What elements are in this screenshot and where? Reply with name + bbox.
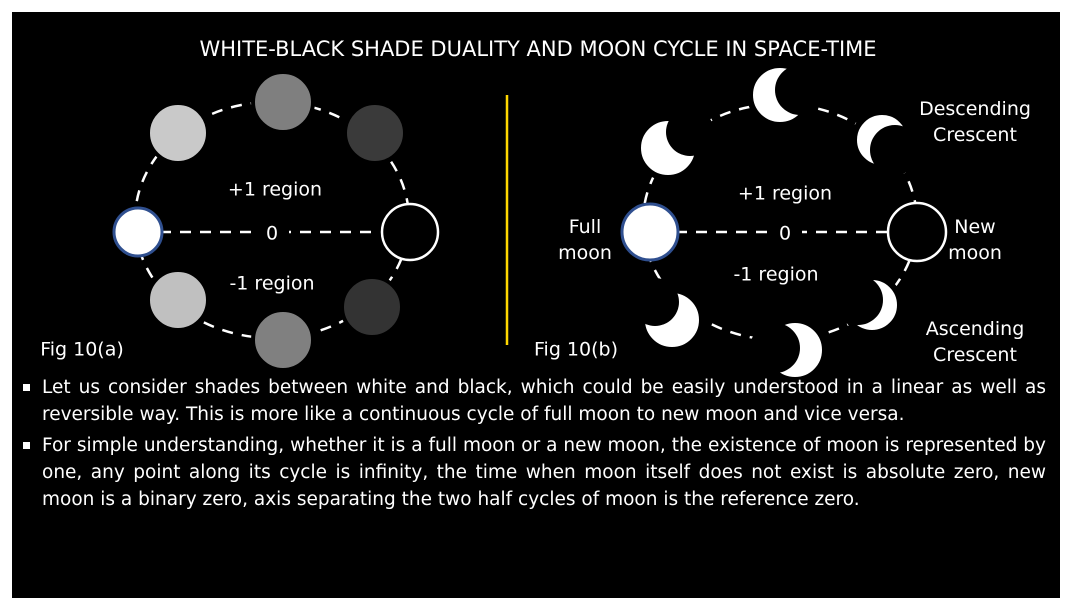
region-label: +1 region (228, 179, 322, 201)
crescents (631, 62, 920, 383)
shade (146, 268, 210, 332)
bullet: For simple understanding, whether it is … (23, 432, 1046, 513)
new-moon (886, 201, 948, 263)
title: WHITE-BLACK SHADE DUALITY AND MOON CYCLE… (199, 37, 876, 61)
zero-label: 0 (779, 223, 791, 245)
shade (343, 101, 407, 165)
bullet-list: Let us consider shades between white and… (23, 374, 1046, 517)
label-bg (768, 222, 802, 244)
moon-label: New moon (948, 216, 1002, 264)
black-shade (380, 202, 440, 262)
white-shade (112, 206, 164, 258)
moon-label: Full moon (558, 216, 612, 264)
region-label: -1 region (733, 264, 818, 286)
region-label: +1 region (738, 183, 832, 205)
caption: Fig 10(b) (534, 339, 618, 361)
moon-label: Descending Crescent (919, 98, 1031, 146)
shade (146, 101, 210, 165)
region-label: -1 region (229, 273, 314, 295)
label-bg (255, 222, 289, 244)
bullet: Let us consider shades between white and… (23, 374, 1046, 428)
zero-label: 0 (266, 223, 278, 245)
shade (340, 275, 404, 339)
moon-label: Ascending Crescent (925, 318, 1025, 366)
shade (251, 308, 315, 372)
shade (251, 70, 315, 134)
caption: Fig 10(a) (40, 339, 124, 361)
full-moon (620, 202, 680, 262)
